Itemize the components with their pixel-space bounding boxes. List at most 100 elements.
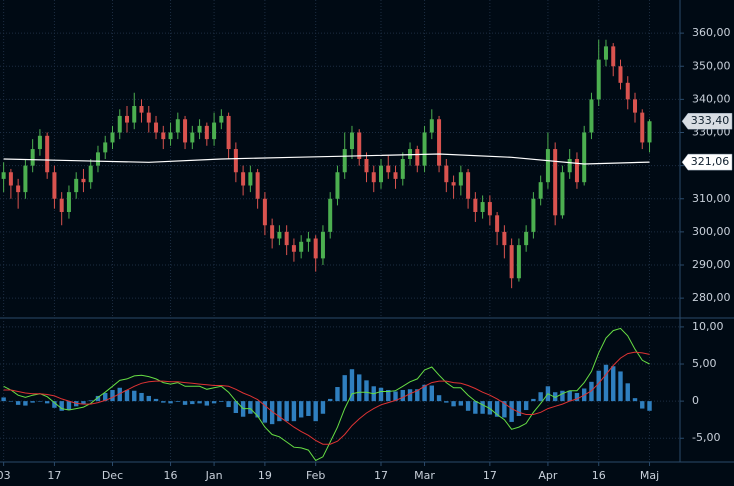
candle-body bbox=[487, 202, 492, 216]
macd-bar bbox=[190, 401, 195, 405]
x-tick-label: 17 bbox=[483, 469, 497, 482]
macd-bar bbox=[37, 401, 43, 402]
macd-bar bbox=[110, 390, 115, 402]
macd-bar bbox=[400, 390, 405, 402]
macd-bar bbox=[480, 401, 485, 414]
macd-bar bbox=[298, 401, 304, 418]
macd-bar bbox=[523, 401, 529, 411]
macd-bar bbox=[531, 398, 536, 402]
candle-body bbox=[175, 119, 180, 133]
macd-bar bbox=[255, 401, 260, 418]
macd-bar bbox=[233, 401, 239, 414]
price-flag bbox=[681, 112, 733, 130]
macd-bar bbox=[277, 401, 282, 422]
candle-body bbox=[154, 122, 159, 133]
candle-body bbox=[516, 245, 521, 279]
candle-body bbox=[524, 231, 529, 246]
x-tick-label: Feb bbox=[306, 469, 325, 482]
candle-body bbox=[335, 172, 340, 199]
candle-body bbox=[400, 159, 405, 179]
candle-body bbox=[444, 165, 449, 183]
candle-body bbox=[270, 225, 275, 239]
candle-body bbox=[306, 238, 311, 242]
candle-body bbox=[66, 192, 71, 212]
macd-bar bbox=[596, 370, 601, 402]
macd-bar bbox=[632, 398, 638, 402]
macd-bar bbox=[328, 398, 333, 402]
candle-body bbox=[241, 172, 246, 186]
candle-body bbox=[233, 149, 238, 173]
macd-bar bbox=[161, 401, 166, 403]
candle-body bbox=[545, 149, 550, 183]
macd-bar bbox=[625, 383, 630, 402]
candle-body bbox=[110, 132, 115, 143]
candle-body bbox=[611, 46, 616, 67]
macd-bar bbox=[168, 401, 173, 404]
macd-bar bbox=[509, 401, 514, 422]
candle-body bbox=[226, 115, 231, 150]
macd-line bbox=[3, 327, 650, 462]
y-tick-label: 310,00 bbox=[692, 192, 731, 205]
macd-bar bbox=[291, 401, 297, 422]
macd-bar bbox=[589, 381, 594, 402]
macd-bar bbox=[30, 401, 35, 403]
candle-body bbox=[262, 198, 267, 226]
macd-bar bbox=[81, 401, 86, 405]
macd-bar bbox=[204, 401, 210, 406]
macd-bar bbox=[611, 366, 616, 402]
candle-body bbox=[146, 112, 151, 123]
y-tick-label: 340,00 bbox=[692, 92, 731, 105]
macd-bar bbox=[451, 401, 456, 407]
candle-body bbox=[132, 106, 137, 123]
macd-bar bbox=[132, 390, 137, 402]
macd-bar bbox=[494, 401, 500, 417]
macd-bar bbox=[640, 401, 645, 409]
candle-body bbox=[320, 231, 325, 259]
candle-body bbox=[480, 202, 485, 212]
macd-bar bbox=[306, 401, 311, 416]
macd-bar bbox=[386, 390, 391, 402]
candle-body bbox=[1, 172, 6, 179]
candle-body bbox=[364, 159, 369, 173]
x-tick-label: 03 bbox=[0, 469, 11, 482]
macd-bar bbox=[357, 374, 362, 402]
macd-bar bbox=[465, 401, 471, 411]
candle-body bbox=[473, 198, 478, 212]
candle-body bbox=[255, 172, 260, 199]
candle-body bbox=[451, 182, 456, 186]
macd-bar bbox=[197, 401, 202, 404]
macd-bar bbox=[248, 401, 253, 414]
macd-bar bbox=[1, 397, 6, 402]
candle-body bbox=[37, 135, 42, 150]
candle-body bbox=[422, 132, 427, 166]
candle-body bbox=[219, 115, 224, 123]
candle-body bbox=[81, 178, 86, 183]
x-tick-label: 19 bbox=[258, 469, 272, 482]
candle-body bbox=[357, 132, 362, 159]
candle-body bbox=[466, 172, 471, 199]
macd-bar bbox=[139, 392, 144, 402]
candle-body bbox=[509, 245, 514, 279]
macd-bar bbox=[226, 401, 231, 408]
macd-bar bbox=[552, 392, 558, 402]
macd-bar bbox=[574, 392, 580, 402]
candle-body bbox=[88, 165, 93, 183]
y-tick-label: 350,00 bbox=[692, 59, 731, 72]
macd-bar bbox=[516, 401, 522, 416]
candle-body bbox=[574, 159, 579, 183]
candle-body bbox=[59, 198, 64, 212]
macd-bar bbox=[211, 401, 217, 404]
macd-bar bbox=[88, 400, 93, 402]
candle-body bbox=[625, 82, 630, 100]
macd-bar bbox=[603, 364, 609, 402]
x-tick-label: 17 bbox=[374, 469, 388, 482]
macd-bar bbox=[502, 401, 507, 418]
macd-bar bbox=[647, 401, 652, 411]
candle-body bbox=[197, 125, 202, 133]
candle-body bbox=[408, 149, 413, 159]
macd-bar bbox=[219, 401, 224, 402]
candle-body bbox=[647, 121, 652, 143]
candle-body bbox=[103, 142, 108, 153]
